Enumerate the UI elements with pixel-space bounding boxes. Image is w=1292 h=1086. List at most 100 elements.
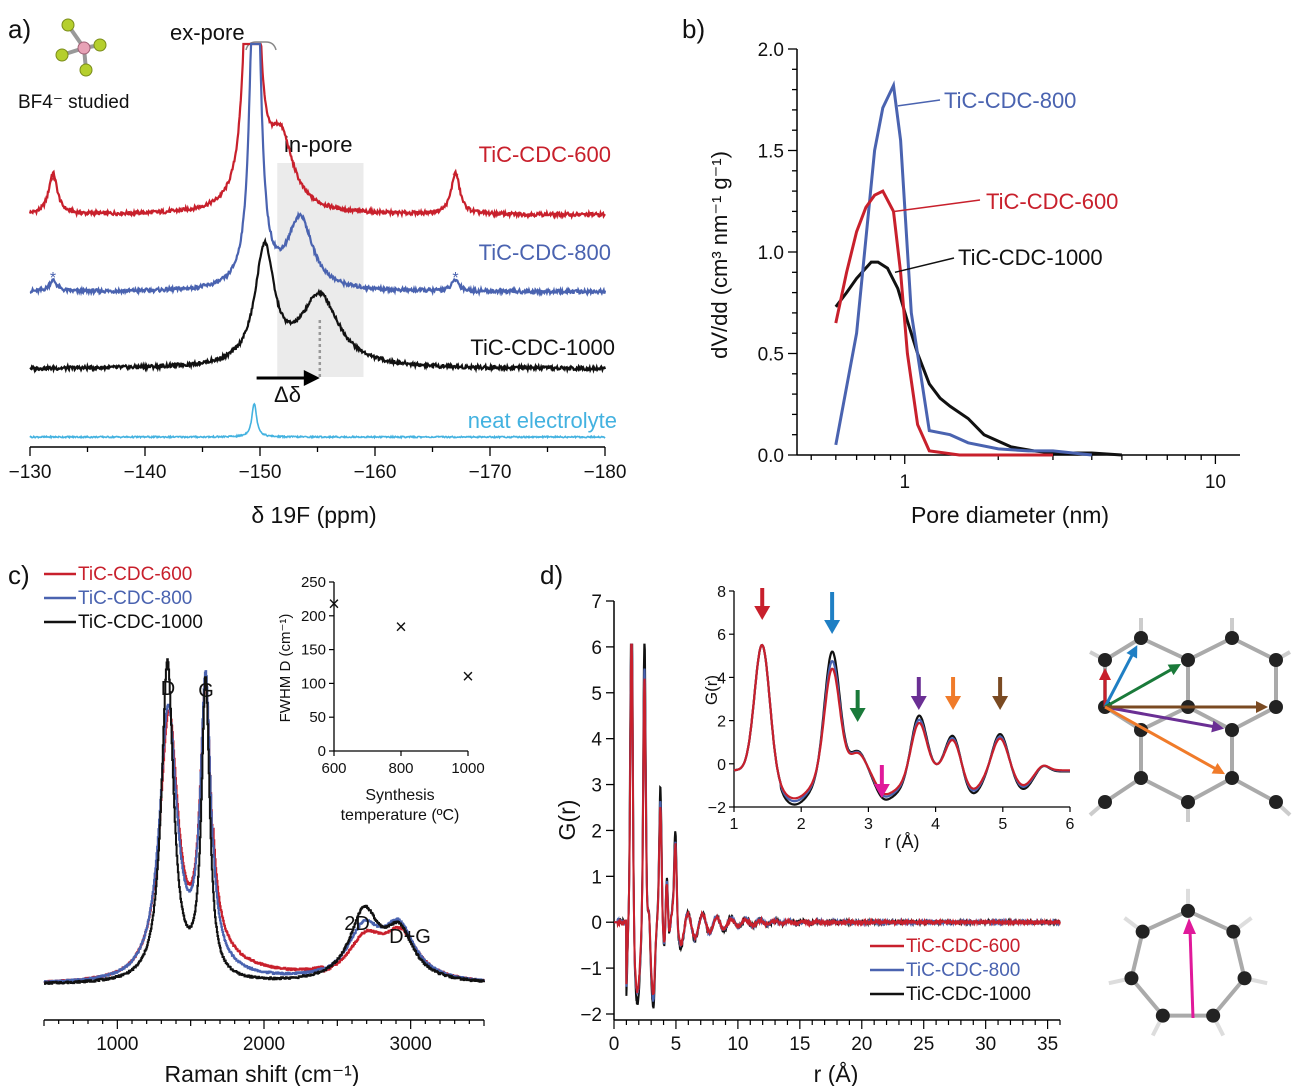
y-tick-label: 4 xyxy=(591,730,602,751)
carbon-atom xyxy=(1269,700,1283,714)
ex-pore-label: ex-pore xyxy=(170,20,245,45)
x-tick-label: −140 xyxy=(124,462,167,483)
peak-arrow-head xyxy=(873,784,890,798)
bond xyxy=(1140,776,1189,804)
distance-arrow-head xyxy=(1126,645,1138,659)
x-tick-label: 20 xyxy=(851,1034,872,1055)
x-tick-label: −180 xyxy=(584,462,627,483)
carbon-atom xyxy=(1135,924,1150,939)
carbon-atom xyxy=(1098,653,1112,667)
panel-d-label: d) xyxy=(540,560,563,590)
carbon-atom xyxy=(1134,631,1148,645)
carbon-atom xyxy=(1269,653,1283,667)
y-tick-label: 6 xyxy=(591,638,602,659)
carbon-atom xyxy=(1206,1008,1221,1023)
bond xyxy=(1187,909,1235,934)
inset-marker: × xyxy=(328,594,340,616)
sideband-asterisk: * xyxy=(452,170,458,187)
x-tick-label: 10 xyxy=(1205,472,1226,493)
inset-marker: × xyxy=(462,666,474,688)
inset-xlabel-line1: Synthesis xyxy=(365,787,434,804)
peak-arrow-head xyxy=(992,696,1009,710)
spectrum-line xyxy=(29,236,607,374)
bond xyxy=(1231,636,1277,662)
inset-x-tick-label: 2 xyxy=(797,816,806,833)
distance-arrow xyxy=(1104,705,1217,729)
bond xyxy=(1231,705,1277,732)
panel-d-legend: TiC-CDC-600 TiC-CDC-800 TiC-CDC-1000 xyxy=(870,936,1031,1005)
series-line xyxy=(834,80,1092,457)
panel-a-xlabel: δ 19F (ppm) xyxy=(251,502,376,528)
panel-b-label: b) xyxy=(682,14,705,44)
x-tick-label: −150 xyxy=(239,462,282,483)
bond xyxy=(1141,909,1189,934)
y-tick-label: 7 xyxy=(591,592,602,613)
inset-ylabel: G(r) xyxy=(702,675,721,705)
distance-arrow xyxy=(1103,651,1135,708)
x-tick-label: 25 xyxy=(913,1034,934,1055)
bond xyxy=(1103,776,1143,804)
carbon-atom xyxy=(1134,771,1148,785)
legend-label: TiC-CDC-600 xyxy=(906,936,1020,957)
panel-a-spectra: * * * * xyxy=(28,42,607,440)
peak-arrow-head xyxy=(754,606,771,620)
sideband-asterisk: * xyxy=(50,270,56,287)
bond xyxy=(1187,705,1233,732)
bond xyxy=(1129,931,1145,979)
carbon-atom xyxy=(1269,795,1283,809)
distance-arrow-head xyxy=(1211,720,1225,733)
x-tick-label: −130 xyxy=(9,462,52,483)
peak-arrow-head xyxy=(824,620,841,634)
x-tick-label: 15 xyxy=(789,1034,810,1055)
inset-x-tick-label: 5 xyxy=(998,816,1007,833)
panel-b-xlabel: Pore diameter (nm) xyxy=(911,502,1109,528)
inset-y-tick-label: 0 xyxy=(717,757,726,774)
panel-a-label: a) xyxy=(8,14,31,44)
x-tick-label: −160 xyxy=(354,462,397,483)
carbon-atom xyxy=(1226,924,1241,939)
inset-y-tick-label: 250 xyxy=(301,574,326,591)
panel-d-ylabel: G(r) xyxy=(554,800,580,841)
series-line xyxy=(834,260,1122,457)
inset-x-tick-label: 600 xyxy=(321,760,346,777)
series-label: TiC-CDC-600 xyxy=(479,142,611,167)
y-tick-label: 0 xyxy=(591,913,602,934)
spectrum-line xyxy=(29,42,607,298)
panel-c: c) TiC-CDC-600 TiC-CDC-800 TiC-CDC-1000 10… xyxy=(8,560,485,1086)
y-tick-label: 5 xyxy=(591,684,602,705)
y-tick-label: 1.0 xyxy=(758,243,784,264)
x-tick-label: 3000 xyxy=(390,1034,432,1055)
y-tick-label: 2 xyxy=(591,821,602,842)
inset-y-tick-label: 150 xyxy=(301,642,326,659)
panel-a-series-labels: TiC-CDC-600 TiC-CDC-800 TiC-CDC-1000 neat e… xyxy=(468,142,617,433)
inset-x-tick-label: 3 xyxy=(864,816,873,833)
panel-b-ylabel: dV/dd (cm³ nm⁻¹ g⁻¹) xyxy=(707,151,732,359)
panel-c-inset: 0 50 100 150 200 250 600 800 1000 × × × xyxy=(301,574,485,777)
legend-label: TiC-CDC-800 xyxy=(78,588,192,609)
inset-y-tick-label: −2 xyxy=(708,800,726,817)
bf4-molecule-icon xyxy=(55,18,107,77)
peak-label: D xyxy=(161,678,175,700)
y-tick-label: 1.5 xyxy=(758,142,784,163)
inset-y-tick-label: 4 xyxy=(717,670,726,687)
ex-pore-bracket xyxy=(245,41,277,51)
raman-line xyxy=(44,658,485,985)
panel-c-axes: 1000 2000 3000 xyxy=(43,1019,485,1055)
in-pore-label: in-pore xyxy=(284,132,352,157)
peak-label: 2D xyxy=(344,913,370,935)
inset-y-tick-label: 8 xyxy=(717,584,726,601)
gr-line xyxy=(614,643,1061,995)
distance-arrow-head xyxy=(1167,663,1182,676)
distance-arrow xyxy=(1188,929,1195,1019)
panel-a: a) BF4⁻ studied ex-pore in-pore * ** * Δδ … xyxy=(8,14,626,528)
y-tick-label: 2.0 xyxy=(758,40,784,61)
series-label: TiC-CDC-1000 xyxy=(470,335,615,360)
inset-y-tick-label: 6 xyxy=(717,627,726,644)
panel-a-x-axis: −130 −140 −150 −160 −170 −180 xyxy=(9,446,627,483)
panel-d-inset: −2 0 2 4 6 8 1 2 3 4 5 6 r (Å) G(r) xyxy=(702,584,1075,852)
bond xyxy=(1140,636,1189,662)
distance-arrow-head xyxy=(1211,763,1226,775)
peak-arrow-head xyxy=(910,696,927,710)
